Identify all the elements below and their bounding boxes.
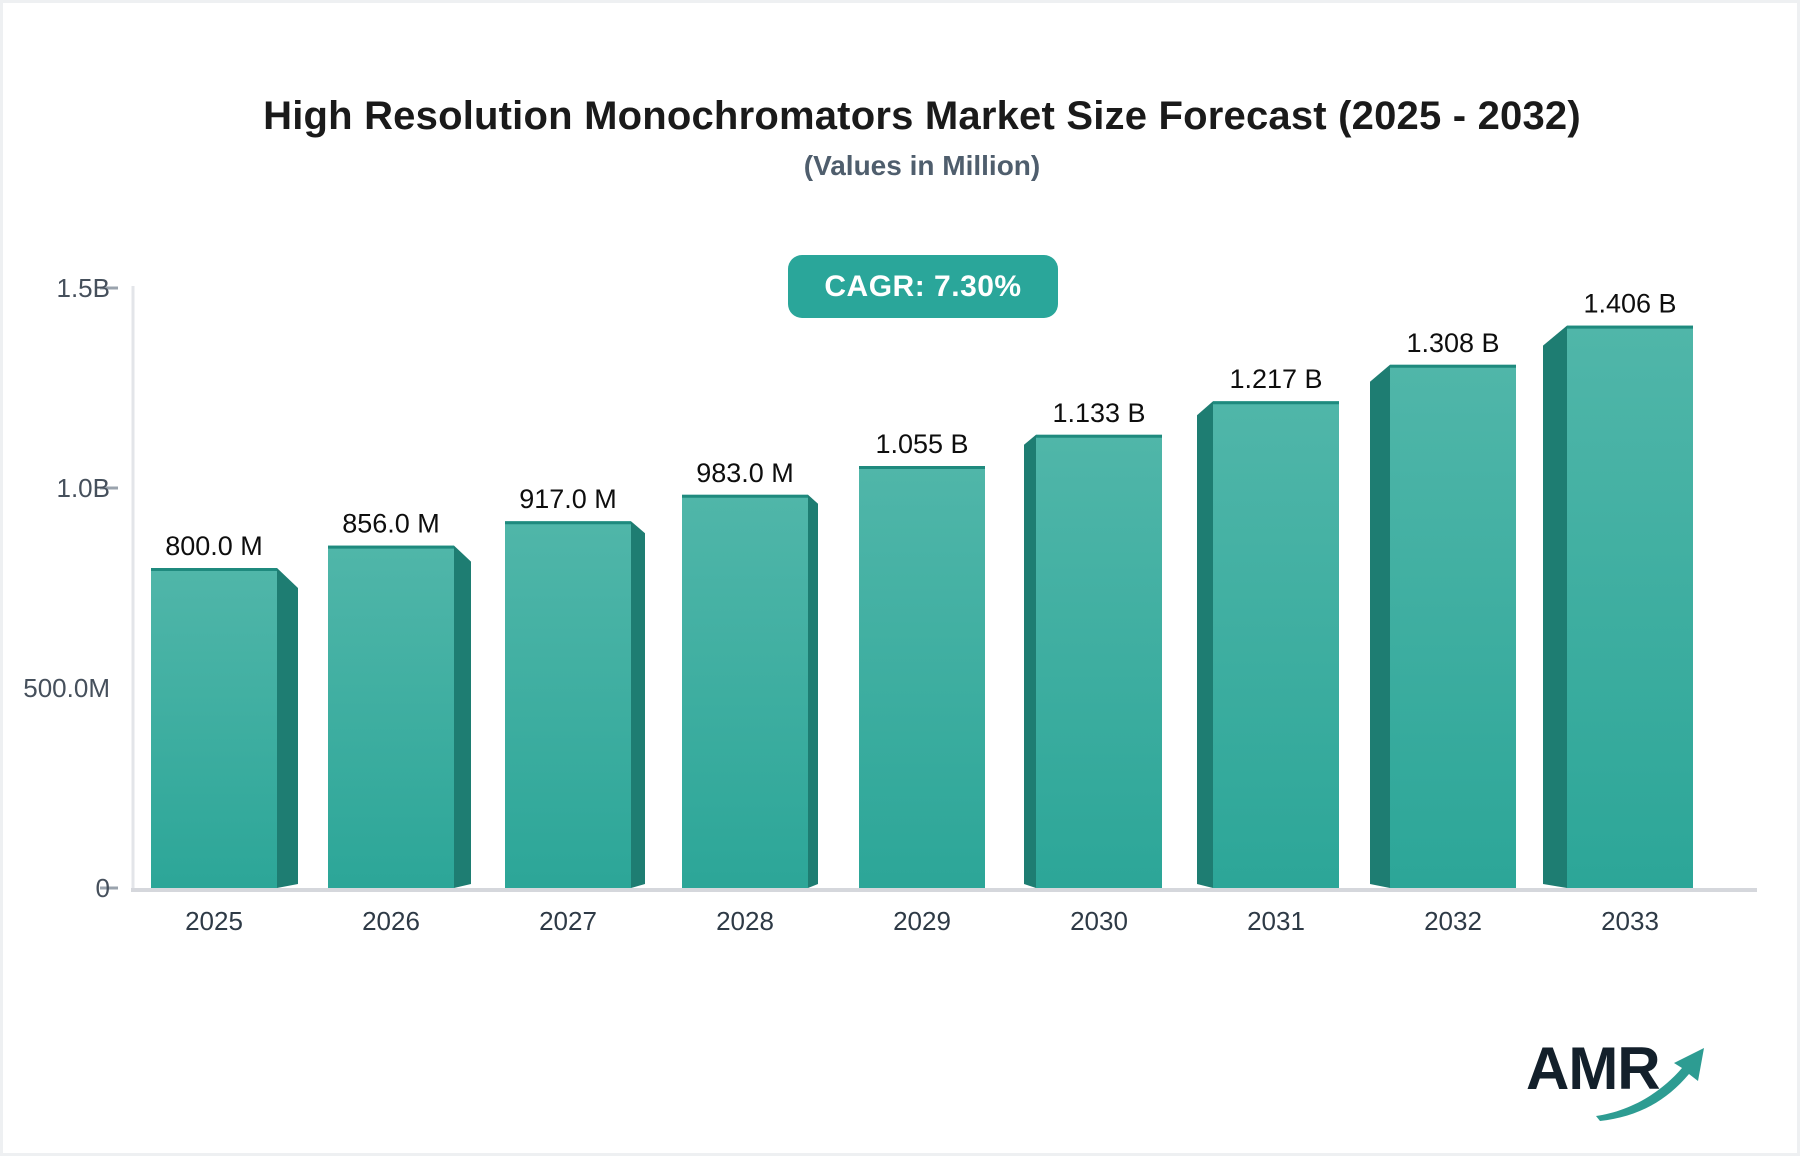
growth-arrow-icon [1596, 1048, 1704, 1121]
bar-2033 [1567, 325, 1693, 889]
bar-value-label-2031: 1.217 B [1229, 364, 1322, 394]
bar-2032 [1390, 364, 1516, 888]
bar-2031 [1213, 401, 1339, 888]
chart-subtitle: (Values in Million) [803, 150, 1041, 181]
bar-2025 [151, 568, 277, 888]
x-axis-label-2027: 2027 [539, 906, 597, 936]
x-axis-label-2025: 2025 [185, 906, 243, 936]
bar-side-2025 [277, 568, 298, 888]
bar-2028 [682, 494, 808, 888]
y-tick-label-2: 500.0M [23, 673, 110, 703]
bar-side-2033 [1543, 325, 1567, 889]
bar-value-label-2027: 917.0 M [519, 484, 617, 514]
bar-side-2031 [1197, 401, 1213, 888]
cagr-badge: CAGR: 7.30% [788, 255, 1058, 318]
bar-2026 [328, 545, 454, 888]
y-tick-label-0: 1.5B [57, 273, 111, 303]
bar-value-label-2029: 1.055 B [875, 429, 968, 459]
chart-title: High Resolution Monochromators Market Si… [263, 94, 1581, 138]
x-axis-label-2032: 2032 [1424, 906, 1482, 936]
bar-2030 [1036, 434, 1162, 888]
bar-value-label-2025: 800.0 M [165, 531, 263, 561]
bar-2029 [859, 466, 985, 888]
x-axis-label-2030: 2030 [1070, 906, 1128, 936]
x-axis-label-2026: 2026 [362, 906, 420, 936]
bar-side-2032 [1370, 364, 1390, 888]
x-axis-label-2031: 2031 [1247, 906, 1305, 936]
bar-2027 [505, 521, 631, 888]
bar-value-label-2030: 1.133 B [1052, 398, 1145, 428]
x-axis-label-2028: 2028 [716, 906, 774, 936]
y-tick-label-1: 1.0B [57, 473, 111, 503]
x-axis-label-2033: 2033 [1601, 906, 1659, 936]
y-tick-label-3: 0 [96, 873, 110, 903]
bar-side-2027 [631, 521, 645, 888]
bar-value-label-2033: 1.406 B [1583, 289, 1676, 319]
amr-logo: AMR [1526, 1034, 1726, 1124]
bar-side-2028 [808, 494, 818, 888]
bar-side-2026 [454, 545, 471, 888]
x-axis-label-2029: 2029 [893, 906, 951, 936]
bar-side-2030 [1024, 434, 1036, 888]
bar-value-label-2026: 856.0 M [342, 509, 440, 539]
bar-value-label-2032: 1.308 B [1406, 328, 1499, 358]
bar-value-label-2028: 983.0 M [696, 458, 794, 488]
amr-logo-text: AMR [1526, 1035, 1661, 1102]
